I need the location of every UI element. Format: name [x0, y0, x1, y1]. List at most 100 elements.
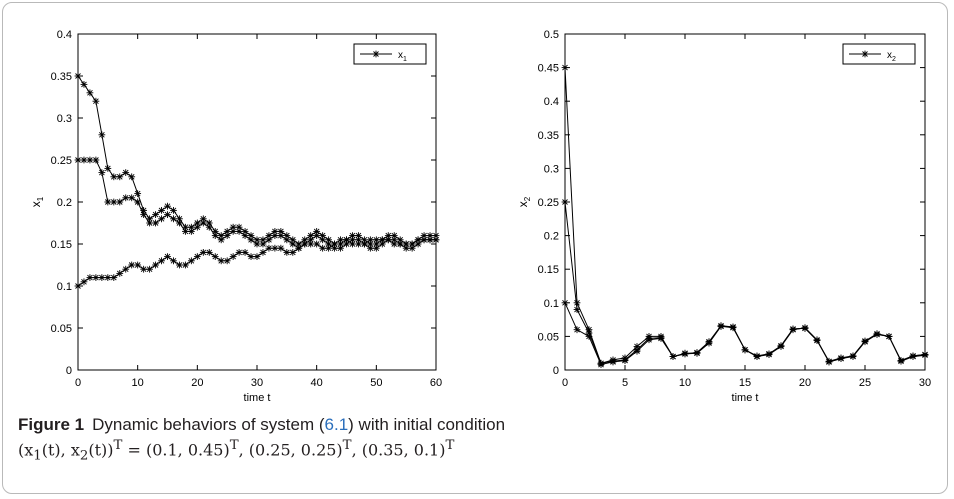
caption-label: Figure 1 — [18, 415, 85, 434]
data-point — [283, 248, 291, 256]
x-tick-label: 10 — [132, 377, 144, 389]
data-point — [402, 240, 410, 248]
data-point — [86, 89, 94, 97]
data-point — [193, 253, 201, 261]
x-tick-label: 20 — [799, 377, 811, 389]
data-point — [390, 232, 398, 240]
x-tick-label: 25 — [859, 377, 871, 389]
data-point — [837, 354, 845, 362]
data-point — [176, 261, 183, 269]
data-point — [789, 325, 797, 333]
data-point — [164, 211, 171, 219]
data-point — [669, 353, 677, 360]
data-point — [134, 190, 142, 198]
data-point — [897, 357, 905, 364]
data-point — [609, 358, 617, 366]
data-point — [104, 198, 112, 206]
legend-label: x1 — [398, 50, 407, 63]
data-point — [193, 223, 201, 231]
data-point — [432, 236, 440, 244]
data-point — [164, 202, 171, 210]
legend-marker — [372, 50, 380, 58]
data-point — [337, 236, 344, 244]
x-tick-label: 0 — [75, 377, 81, 389]
figure-frame — [2, 2, 948, 494]
y-tick-label: 0.35 — [51, 71, 72, 83]
caption-text: Dynamic behaviors of system ( — [92, 415, 325, 434]
data-point — [235, 227, 243, 235]
data-point — [217, 232, 225, 240]
x-tick-label: 15 — [739, 377, 751, 389]
data-point — [205, 248, 213, 256]
data-point — [384, 236, 392, 244]
data-point — [92, 97, 100, 105]
caption-math-c: , (0.35, 0.1) — [351, 440, 446, 460]
data-point — [301, 240, 309, 248]
data-point — [271, 232, 279, 240]
data-point — [164, 253, 171, 261]
data-point — [432, 232, 440, 240]
data-point — [170, 257, 177, 265]
data-point — [140, 265, 148, 273]
y-tick-label: 0 — [66, 365, 72, 377]
data-point — [319, 236, 327, 244]
data-point — [277, 232, 285, 240]
data-point — [217, 236, 225, 244]
data-point — [426, 236, 434, 244]
data-point — [289, 248, 297, 256]
data-point — [104, 164, 112, 172]
x-tick-label: 20 — [191, 377, 203, 389]
data-point — [885, 332, 893, 340]
data-point — [693, 349, 701, 356]
series-line-1 — [564, 67, 926, 364]
data-point — [561, 299, 569, 307]
data-point — [122, 194, 130, 202]
y-tick-label: 0.15 — [538, 264, 559, 276]
series-line-2 — [564, 201, 926, 364]
data-point — [337, 244, 344, 252]
data-point — [253, 253, 261, 261]
data-point — [801, 324, 809, 332]
data-point — [170, 206, 177, 214]
data-point — [396, 240, 404, 248]
data-point — [765, 350, 773, 358]
data-point — [909, 352, 917, 360]
data-point — [176, 219, 183, 227]
data-point — [146, 219, 154, 227]
data-point — [223, 227, 231, 235]
data-point — [561, 64, 569, 71]
data-point — [152, 211, 159, 219]
data-point — [128, 261, 136, 269]
y-tick-label: 0.3 — [544, 163, 559, 175]
data-point — [265, 244, 273, 252]
data-point — [128, 173, 136, 181]
data-point — [573, 326, 581, 334]
data-point — [241, 248, 249, 256]
data-point — [122, 169, 130, 177]
data-point — [80, 81, 88, 88]
y-tick-label: 0.4 — [57, 29, 72, 41]
data-point — [319, 244, 327, 252]
caption-math-lhs: (x — [18, 440, 34, 460]
y-tick-label: 0.4 — [544, 96, 559, 108]
data-point — [378, 236, 386, 244]
data-point — [223, 257, 231, 265]
data-point — [777, 342, 785, 350]
data-point — [152, 219, 159, 227]
data-point — [645, 336, 653, 344]
data-point — [158, 257, 165, 265]
caption-equation-ref[interactable]: 6.1 — [324, 415, 349, 434]
caption-math-b: , (0.25, 0.25) — [238, 440, 343, 460]
data-point — [241, 232, 249, 240]
data-point — [573, 306, 581, 313]
data-point — [355, 240, 362, 248]
x-tick-label: 5 — [622, 377, 628, 389]
data-point — [420, 236, 428, 244]
data-point — [98, 274, 106, 282]
data-point — [74, 72, 82, 80]
data-point — [229, 253, 237, 261]
data-point — [597, 361, 605, 369]
data-point — [295, 244, 303, 252]
y-tick-label: 0.05 — [538, 331, 559, 343]
data-point — [116, 198, 124, 206]
